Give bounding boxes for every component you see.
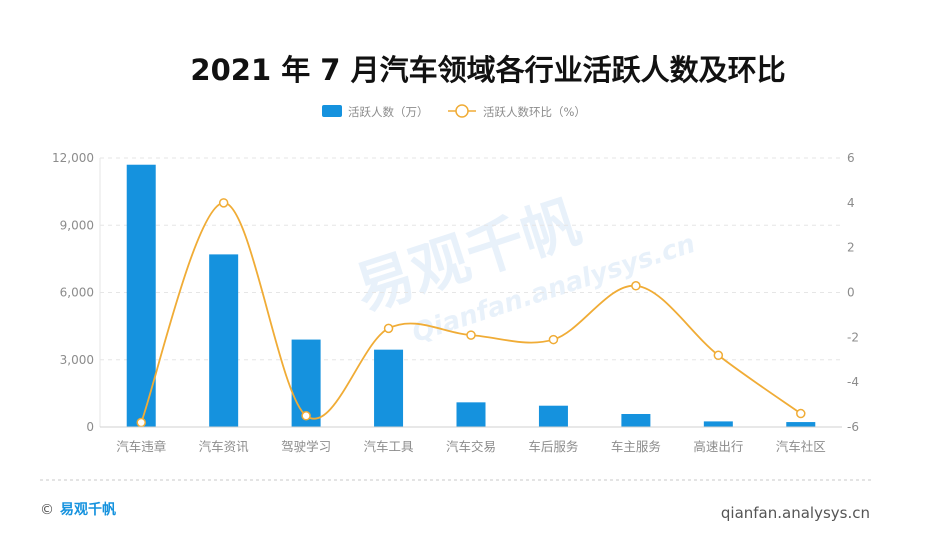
x-tick-label: 驾驶学习 — [281, 439, 331, 454]
line-point[interactable] — [136, 417, 146, 428]
y-axis-left: 0 3,000 6,000 9,000 12,000 — [52, 151, 101, 434]
y-left-tick-label: 3,000 — [60, 353, 94, 367]
copyright-symbol: © — [40, 502, 54, 518]
x-tick-label: 汽车违章 — [116, 439, 166, 454]
legend-bar-swatch — [322, 105, 342, 117]
x-tick-label: 汽车社区 — [776, 439, 826, 454]
legend-item-line[interactable]: 活跃人数环比（%） — [448, 104, 586, 119]
bar[interactable] — [538, 405, 568, 427]
chart-title: 2021 年 7 月汽车领域各行业活跃人数及环比 — [190, 53, 785, 87]
line-point[interactable] — [383, 323, 394, 334]
y-right-tick-label: 6 — [847, 151, 855, 165]
y-right-tick-label: -4 — [847, 375, 859, 389]
line-point[interactable] — [466, 330, 476, 340]
footer-brand: © 易观千帆 — [40, 501, 116, 518]
line-series — [136, 198, 806, 428]
y-right-tick-label: -2 — [847, 330, 859, 344]
y-right-tick-label: -6 — [847, 420, 859, 434]
x-tick-label: 车主服务 — [611, 439, 661, 454]
footer-brand-name: 易观千帆 — [60, 501, 116, 518]
y-left-tick-label: 0 — [86, 420, 94, 434]
bar[interactable] — [126, 164, 156, 427]
bar[interactable] — [456, 402, 486, 427]
x-tick-label: 汽车交易 — [446, 439, 496, 454]
legend-item-bar[interactable]: 活跃人数（万） — [322, 105, 429, 119]
x-tick-label: 车后服务 — [528, 439, 578, 454]
x-tick-label: 高速出行 — [693, 439, 743, 454]
x-axis: 汽车违章 汽车资讯 驾驶学习 汽车工具 汽车交易 车后服务 车主服务 高速出行 汽车社区 — [100, 426, 842, 454]
y-left-tick-label: 9,000 — [60, 218, 94, 232]
line-point[interactable] — [631, 281, 641, 291]
x-tick-label: 汽车工具 — [364, 439, 415, 454]
line-point[interactable] — [796, 408, 806, 419]
y-right-tick-label: 0 — [847, 286, 855, 300]
watermark: 易观千帆 Qianfan.analysys.cn — [347, 188, 699, 349]
line-point[interactable] — [548, 334, 559, 345]
y-right-tick-label: 4 — [847, 196, 855, 210]
footer-url: qianfan.analysys.cn — [721, 504, 870, 522]
line-point[interactable] — [713, 350, 724, 361]
legend-line-label: 活跃人数环比（%） — [483, 105, 586, 119]
legend-bar-label: 活跃人数（万） — [348, 105, 429, 119]
y-left-tick-label: 6,000 — [60, 286, 94, 300]
bar[interactable] — [209, 254, 239, 427]
bar[interactable] — [621, 413, 651, 427]
x-tick-label: 汽车资讯 — [199, 439, 250, 454]
y-left-tick-label: 12,000 — [52, 151, 94, 165]
line-point[interactable] — [301, 411, 311, 421]
line-point[interactable] — [218, 198, 229, 208]
y-right-tick-label: 2 — [847, 241, 855, 255]
y-axis-right: -6 -4 -2 0 2 4 6 — [847, 151, 859, 434]
bar[interactable] — [374, 349, 404, 427]
legend-line-marker — [455, 104, 469, 118]
legend: 活跃人数（万） 活跃人数环比（%） — [322, 104, 586, 119]
bar-series — [126, 164, 816, 427]
bar[interactable] — [786, 422, 816, 427]
bar[interactable] — [703, 421, 733, 427]
